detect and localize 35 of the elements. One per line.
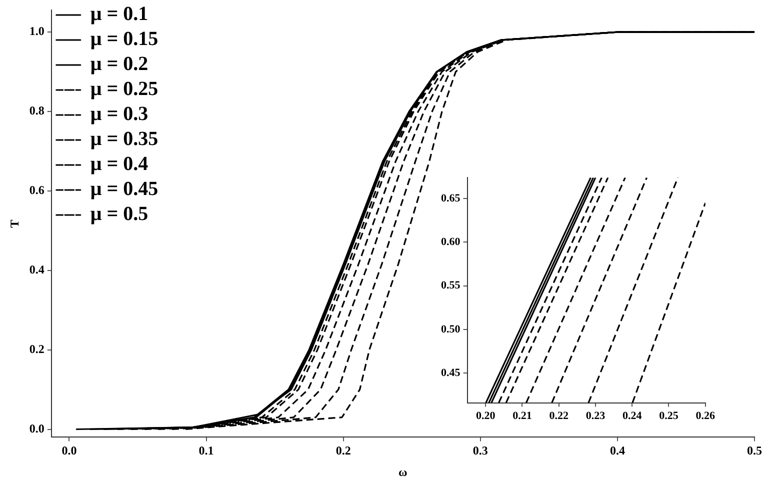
y-tick-label: 0.4 — [29, 262, 44, 276]
y-tick-label: 0.8 — [29, 104, 44, 118]
y-tick-label: 1.0 — [29, 24, 44, 38]
x-tick-label: 0.2 — [336, 443, 351, 458]
x-tick-label: 0.0 — [62, 443, 77, 458]
y-tick-label: 0.55 — [441, 280, 461, 292]
y-tick-label: 0.45 — [441, 366, 461, 379]
y-tick-label: 0.2 — [29, 342, 44, 356]
x-tick-label: 0.24 — [622, 410, 642, 422]
y-tick-label: 0.60 — [441, 236, 461, 248]
legend-label: μ = 0.4 — [90, 153, 148, 176]
y-axis-title: T — [7, 220, 22, 228]
x-axis-title: ω — [398, 464, 408, 479]
y-tick-label: 0.6 — [29, 183, 44, 198]
legend-label: μ = 0.5 — [90, 203, 148, 226]
x-tick-label: 0.23 — [586, 410, 606, 422]
y-tick-label: 0.50 — [441, 323, 461, 336]
legend-label: μ = 0.2 — [90, 53, 148, 76]
legend-label: μ = 0.45 — [90, 178, 158, 200]
x-tick-label: 0.5 — [747, 443, 762, 458]
legend-label: μ = 0.3 — [90, 103, 148, 126]
x-tick-label: 0.20 — [476, 410, 496, 422]
legend-label: μ = 0.25 — [90, 78, 158, 100]
legend-label: μ = 0.35 — [90, 128, 158, 150]
x-tick-label: 0.3 — [472, 443, 488, 458]
x-tick-label: 0.25 — [659, 410, 679, 422]
y-tick-label: 0.0 — [29, 421, 44, 436]
legend-label: μ = 0.1 — [90, 3, 148, 26]
x-tick-label: 0.22 — [549, 410, 569, 422]
y-tick-label: 0.65 — [441, 192, 461, 204]
legend-label: μ = 0.15 — [90, 28, 158, 50]
x-tick-label: 0.21 — [512, 410, 532, 422]
x-tick-label: 0.1 — [198, 443, 214, 458]
x-tick-label: 0.26 — [696, 410, 716, 422]
x-tick-label: 0.4 — [610, 443, 625, 458]
